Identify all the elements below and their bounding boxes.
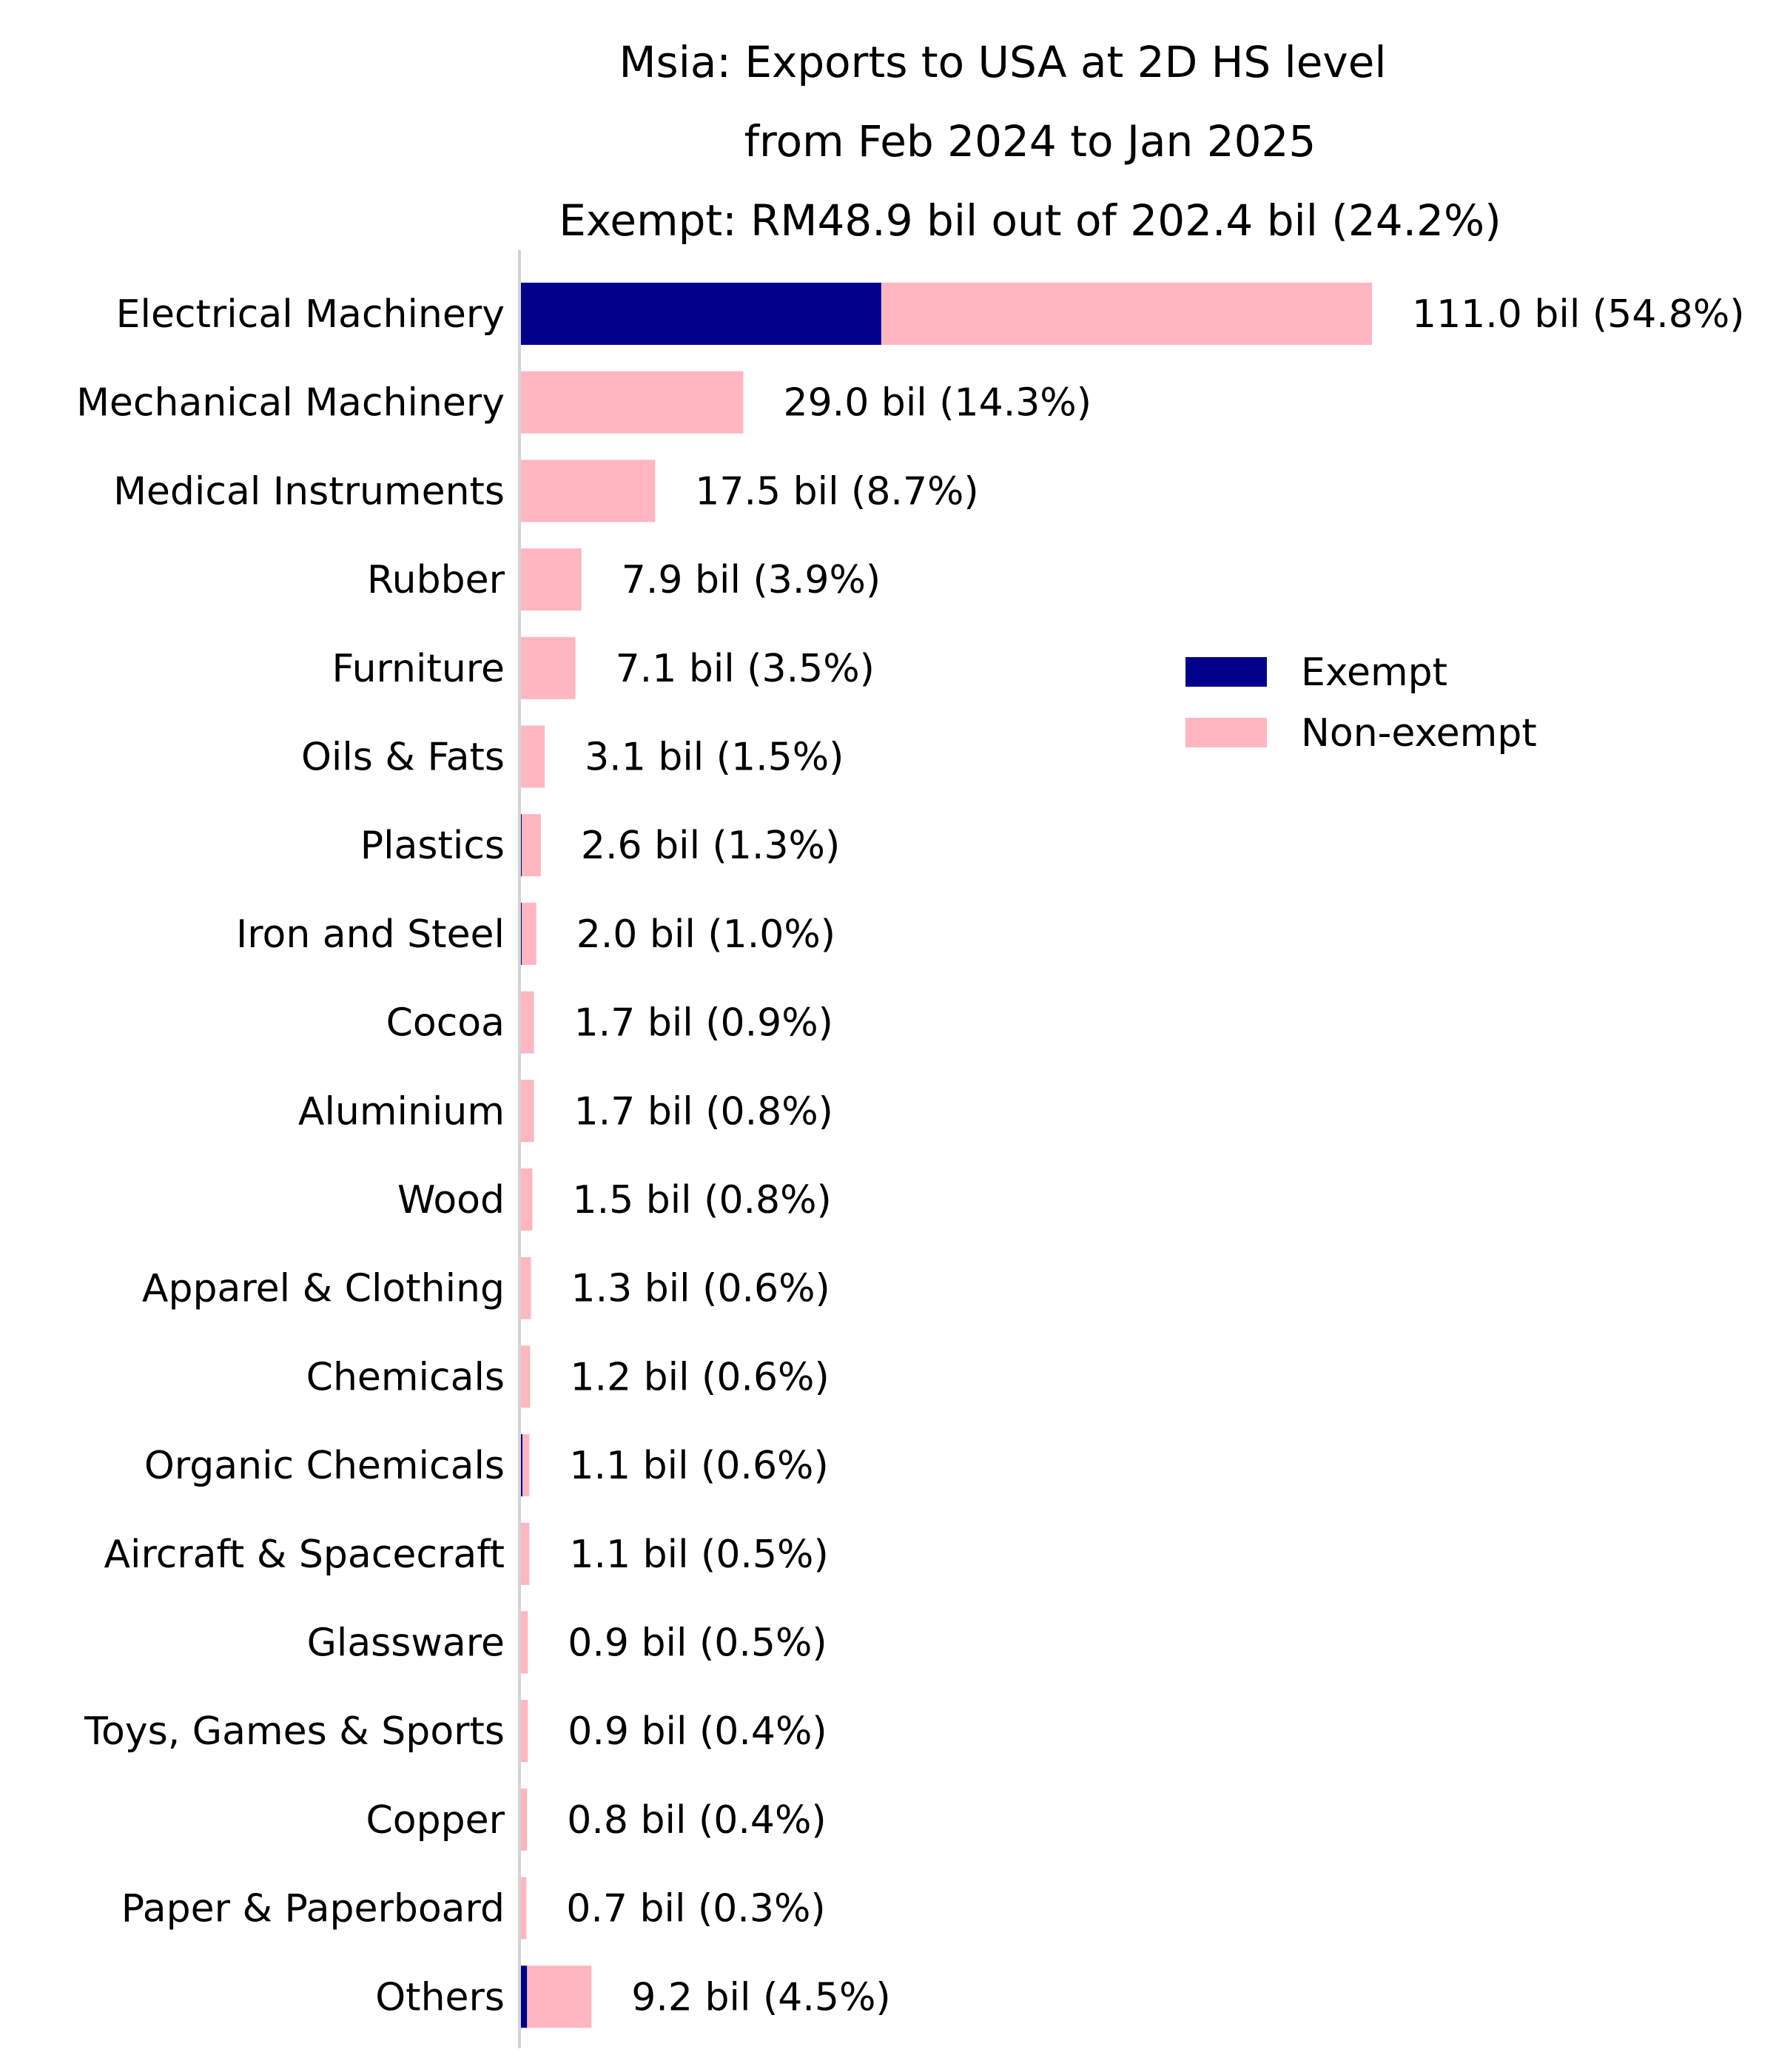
legend: Exempt Non-exempt	[1185, 650, 1537, 756]
data-label-15: 0.9 bil (0.5%)	[568, 1621, 827, 1666]
bar-non-exempt-16	[521, 1700, 528, 1763]
bar-non-exempt-5	[521, 725, 545, 788]
data-label-10: 1.5 bil (0.8%)	[573, 1178, 832, 1222]
category-label-8: Cocoa	[386, 1001, 505, 1046]
data-label-18: 0.7 bil (0.3%)	[566, 1887, 825, 1931]
data-label-9: 1.7 bil (0.8%)	[574, 1089, 833, 1134]
category-label-14: Aircraft & Spacecraft	[104, 1533, 505, 1577]
bar-non-exempt-17	[521, 1788, 528, 1851]
category-label-4: Furniture	[332, 647, 505, 691]
data-label-14: 1.1 bil (0.5%)	[569, 1533, 828, 1577]
bar-exempt-7	[521, 902, 522, 965]
legend-label-non-exempt: Non-exempt	[1301, 711, 1537, 756]
category-label-12: Chemicals	[306, 1355, 505, 1399]
bar-non-exempt-18	[521, 1877, 527, 1940]
category-label-10: Wood	[397, 1178, 505, 1222]
category-label-2: Medical Instruments	[113, 469, 505, 514]
bar-exempt-19	[521, 1965, 528, 2028]
data-label-7: 2.0 bil (1.0%)	[576, 912, 835, 957]
category-label-6: Plastics	[360, 824, 505, 868]
data-label-1: 29.0 bil (14.3%)	[784, 381, 1092, 426]
chart-title: Msia: Exports to USA at 2D HS level from…	[559, 37, 1501, 246]
data-label-2: 17.5 bil (8.7%)	[695, 469, 978, 514]
category-labels: Electrical Machinery Mechanical Machinery…	[76, 292, 505, 2019]
bar-non-exempt-12	[521, 1345, 531, 1408]
bar-non-exempt-11	[521, 1257, 531, 1319]
bar-non-exempt-3	[521, 548, 582, 611]
title-line-2: from Feb 2024 to Jan 2025	[744, 116, 1316, 166]
bar-non-exempt-14	[521, 1522, 530, 1585]
category-label-16: Toys, Games & Sports	[84, 1709, 505, 1754]
category-label-9: Aluminium	[298, 1089, 505, 1134]
legend-swatch-exempt	[1185, 657, 1267, 687]
data-label-12: 1.2 bil (0.6%)	[570, 1355, 829, 1399]
bar-non-exempt-4	[521, 636, 576, 699]
data-label-5: 3.1 bil (1.5%)	[585, 736, 844, 780]
category-label-17: Copper	[366, 1798, 505, 1843]
bar-exempt-6	[521, 814, 522, 877]
data-label-17: 0.8 bil (0.4%)	[567, 1798, 826, 1843]
bar-exempt-13	[521, 1434, 523, 1497]
title-line-1: Msia: Exports to USA at 2D HS level	[619, 37, 1386, 87]
title-line-3: Exempt: RM48.9 bil out of 202.4 bil (24.…	[559, 195, 1501, 246]
category-label-18: Paper & Paperboard	[121, 1887, 505, 1931]
category-label-19: Others	[375, 1975, 505, 2019]
bar-non-exempt-19	[527, 1965, 592, 2028]
category-label-3: Rubber	[367, 558, 505, 602]
bar-non-exempt-10	[521, 1168, 533, 1231]
category-label-7: Iron and Steel	[236, 912, 505, 957]
bars-group	[521, 283, 1372, 2028]
data-label-8: 1.7 bil (0.9%)	[574, 1001, 833, 1046]
legend-label-exempt: Exempt	[1301, 650, 1447, 695]
bar-non-exempt-8	[521, 991, 534, 1054]
category-label-0: Electrical Machinery	[116, 292, 505, 337]
value-labels: 111.0 bil (54.8%) 29.0 bil (14.3%) 17.5 bi…	[566, 292, 1744, 2019]
data-label-0: 111.0 bil (54.8%)	[1412, 292, 1745, 337]
category-label-1: Mechanical Machinery	[76, 381, 505, 426]
bar-exempt-0	[521, 283, 881, 345]
category-label-11: Apparel & Clothing	[142, 1267, 505, 1311]
bar-non-exempt-1	[521, 371, 744, 434]
data-label-13: 1.1 bil (0.6%)	[569, 1444, 828, 1488]
bar-non-exempt-0	[881, 283, 1372, 345]
category-label-5: Oils & Fats	[301, 736, 505, 780]
data-label-4: 7.1 bil (3.5%)	[616, 647, 875, 691]
legend-swatch-non-exempt	[1185, 718, 1267, 747]
category-label-15: Glassware	[307, 1621, 505, 1666]
bar-non-exempt-6	[522, 814, 541, 877]
data-label-16: 0.9 bil (0.4%)	[568, 1709, 827, 1754]
bar-non-exempt-15	[521, 1611, 528, 1674]
bar-non-exempt-2	[521, 460, 656, 522]
bar-non-exempt-9	[521, 1080, 534, 1143]
data-label-6: 2.6 bil (1.3%)	[581, 824, 840, 868]
bar-non-exempt-13	[522, 1434, 530, 1497]
data-label-3: 7.9 bil (3.9%)	[622, 558, 881, 602]
category-label-13: Organic Chemicals	[144, 1444, 505, 1488]
data-label-11: 1.3 bil (0.6%)	[571, 1267, 830, 1311]
data-label-19: 9.2 bil (4.5%)	[631, 1975, 890, 2019]
bar-non-exempt-7	[522, 902, 536, 965]
